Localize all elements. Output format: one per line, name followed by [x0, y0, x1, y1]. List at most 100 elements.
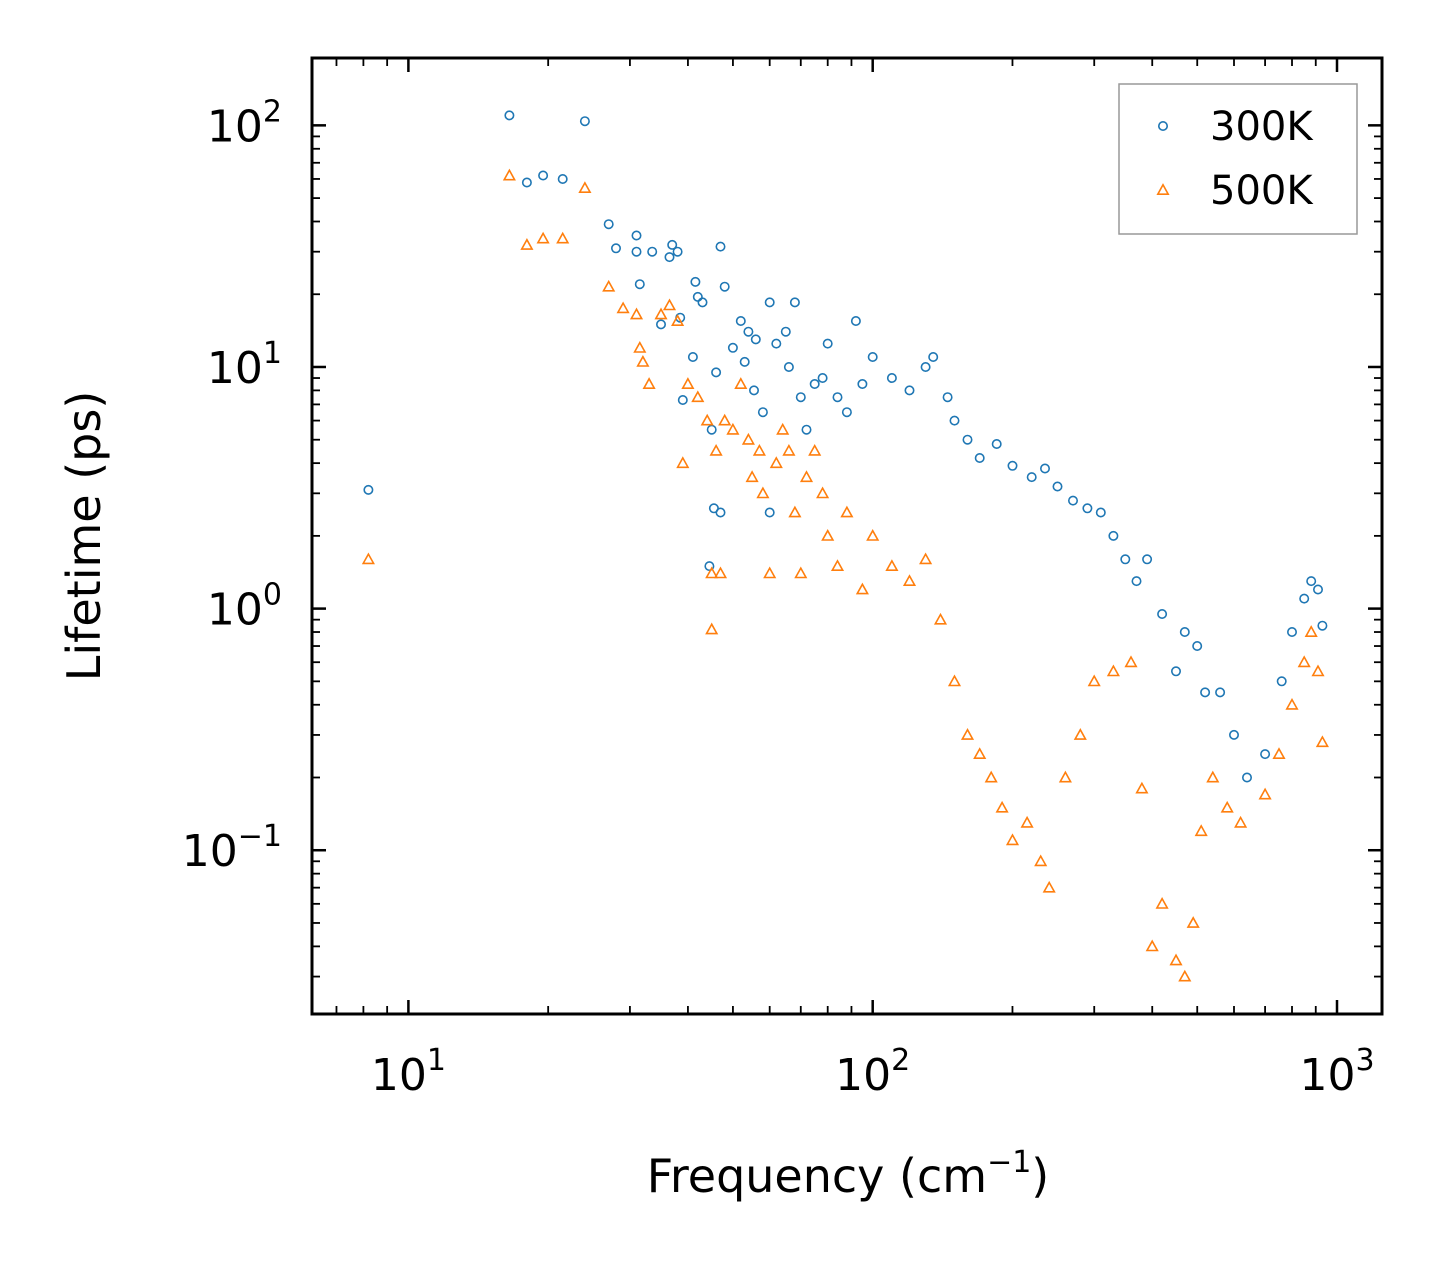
point-300K-6 — [603, 219, 614, 230]
point-500K-63 — [1145, 939, 1159, 952]
point-300K-85 — [1313, 584, 1324, 595]
point-500K-26 — [741, 432, 755, 445]
point-300K-68 — [1108, 530, 1119, 541]
point-300K-76 — [1200, 687, 1211, 698]
point-300K-33 — [748, 385, 759, 396]
point-500K-77 — [1311, 664, 1325, 677]
point-300K-42 — [795, 392, 806, 403]
point-300K-50 — [857, 378, 868, 389]
point-300K-10 — [634, 279, 645, 290]
y-tick-label-2: 101 — [207, 336, 282, 394]
point-300K-18 — [687, 351, 698, 362]
point-300K-23 — [706, 424, 717, 435]
point-500K-25 — [734, 377, 748, 390]
point-500K-67 — [1186, 916, 1200, 928]
point-500K-34 — [788, 505, 802, 518]
point-300K-7 — [610, 243, 621, 254]
point-500K-50 — [973, 747, 987, 760]
point-500K-8 — [629, 307, 644, 320]
point-300K-72 — [1157, 608, 1168, 619]
y-axis-title: Lifetime (ps) — [57, 391, 111, 682]
point-500K-32 — [776, 422, 790, 435]
point-300K-3 — [538, 170, 549, 181]
point-500K-16 — [681, 377, 695, 390]
point-300K-57 — [949, 415, 960, 426]
point-300K-81 — [1276, 676, 1287, 687]
point-300K-78 — [1229, 729, 1240, 740]
legend-marker-300K — [1158, 121, 1169, 132]
point-300K-31 — [739, 356, 750, 367]
point-300K-48 — [841, 407, 852, 418]
point-300K-1 — [504, 110, 515, 121]
point-500K-48 — [947, 674, 962, 687]
point-500K-10 — [636, 355, 650, 367]
point-300K-82 — [1287, 626, 1298, 637]
point-300K-17 — [677, 394, 688, 405]
point-300K-5 — [579, 116, 590, 127]
point-300K-71 — [1142, 554, 1153, 565]
x-tick-label-2: 103 — [1299, 1043, 1374, 1101]
point-300K-53 — [904, 385, 915, 396]
point-300K-39 — [780, 326, 791, 337]
point-300K-40 — [783, 361, 794, 372]
point-300K-46 — [822, 338, 833, 349]
point-500K-4 — [556, 231, 570, 244]
point-300K-38 — [771, 338, 782, 349]
y-tick-label-1: 100 — [207, 578, 282, 636]
point-500K-61 — [1124, 655, 1138, 668]
point-300K-70 — [1131, 576, 1142, 587]
point-500K-23 — [718, 413, 732, 426]
point-500K-71 — [1234, 815, 1248, 828]
point-300K-62 — [1026, 472, 1037, 483]
point-500K-6 — [602, 279, 616, 292]
x-axis-title-main: Frequency (cm — [647, 1149, 987, 1203]
point-500K-17 — [691, 390, 705, 403]
series-layer — [361, 110, 1329, 982]
point-300K-73 — [1171, 666, 1182, 677]
legend-label-300K: 300K — [1210, 104, 1314, 150]
point-500K-55 — [1034, 854, 1048, 867]
point-500K-5 — [578, 181, 592, 193]
point-300K-25 — [711, 367, 722, 378]
point-300K-59 — [974, 452, 985, 463]
point-300K-47 — [832, 392, 843, 403]
point-300K-41 — [789, 297, 800, 308]
tick-label-layer: 101 102 103 10−1 100 101 102 — [182, 94, 1375, 1101]
point-500K-44 — [885, 559, 899, 572]
point-300K-22 — [704, 561, 715, 572]
point-300K-2 — [521, 177, 532, 188]
point-300K-58 — [962, 434, 973, 445]
series-300K — [363, 110, 1328, 783]
point-500K-49 — [960, 728, 975, 740]
point-300K-29 — [727, 342, 738, 353]
point-300K-43 — [801, 424, 812, 435]
point-300K-28 — [719, 281, 730, 292]
point-500K-62 — [1135, 781, 1149, 794]
point-500K-65 — [1169, 953, 1183, 966]
point-500K-40 — [830, 559, 845, 572]
point-300K-19 — [690, 276, 701, 287]
x-tick-label-1: 102 — [835, 1043, 910, 1101]
point-500K-7 — [616, 301, 630, 314]
point-500K-47 — [933, 612, 948, 625]
point-500K-57 — [1058, 770, 1072, 783]
y-tick-label-0: 10−1 — [182, 819, 282, 877]
point-300K-54 — [920, 361, 931, 372]
point-300K-13 — [664, 252, 675, 263]
point-500K-20 — [705, 622, 719, 635]
point-500K-22 — [713, 566, 728, 579]
point-300K-12 — [655, 319, 666, 330]
point-500K-60 — [1106, 664, 1120, 677]
point-500K-1 — [502, 168, 516, 181]
point-500K-13 — [662, 298, 677, 311]
point-300K-66 — [1082, 503, 1093, 514]
point-500K-39 — [821, 529, 835, 541]
point-300K-51 — [867, 351, 878, 362]
point-300K-77 — [1215, 687, 1226, 698]
legend-marker-500K — [1156, 183, 1170, 195]
point-300K-60 — [991, 438, 1002, 449]
point-500K-14 — [671, 314, 685, 327]
point-500K-59 — [1087, 674, 1101, 687]
point-500K-33 — [782, 443, 796, 456]
